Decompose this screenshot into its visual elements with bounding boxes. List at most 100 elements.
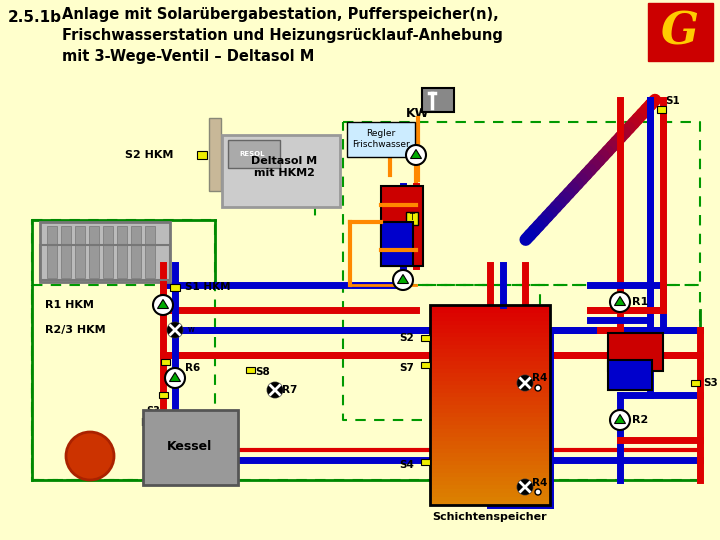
Bar — [430, 305, 550, 310]
Bar — [430, 425, 550, 430]
Bar — [246, 367, 254, 373]
Text: 2.5.1b: 2.5.1b — [8, 10, 62, 25]
Bar — [117, 226, 127, 278]
Bar — [430, 325, 550, 330]
Polygon shape — [169, 373, 181, 381]
Circle shape — [406, 145, 426, 165]
Circle shape — [535, 385, 541, 391]
Bar — [430, 345, 550, 350]
Bar — [608, 333, 663, 371]
Circle shape — [518, 376, 532, 390]
Bar — [430, 377, 550, 382]
Text: R2/3 HKM: R2/3 HKM — [45, 325, 106, 335]
Bar — [430, 481, 550, 486]
Text: R7: R7 — [282, 385, 297, 395]
Text: R1 HKM: R1 HKM — [45, 300, 94, 310]
Bar — [40, 245, 170, 280]
Bar — [430, 361, 550, 366]
Bar — [170, 284, 180, 291]
Bar — [430, 405, 550, 410]
Polygon shape — [614, 415, 626, 423]
Bar — [209, 118, 221, 191]
Bar — [430, 445, 550, 450]
Text: R1: R1 — [632, 297, 648, 307]
Text: KW: KW — [406, 107, 430, 120]
Bar — [420, 335, 430, 341]
Bar — [222, 135, 340, 207]
Bar — [690, 380, 700, 386]
Text: Deltasol M
mit HKM2: Deltasol M mit HKM2 — [251, 156, 317, 178]
Bar — [430, 469, 550, 474]
Bar — [143, 410, 238, 485]
Circle shape — [393, 270, 413, 290]
Bar — [103, 226, 113, 278]
Polygon shape — [397, 274, 408, 284]
Polygon shape — [614, 296, 626, 306]
Bar — [145, 226, 155, 278]
Bar — [608, 360, 652, 390]
Bar — [430, 437, 550, 442]
Text: S3: S3 — [703, 378, 718, 388]
Bar — [381, 222, 413, 266]
Text: R2: R2 — [632, 415, 648, 425]
Bar — [430, 309, 550, 314]
Bar — [430, 441, 550, 446]
Bar — [131, 226, 141, 278]
Text: Schichtenspeicher: Schichtenspeicher — [433, 512, 547, 522]
Bar — [430, 489, 550, 494]
Bar — [430, 393, 550, 398]
Text: S8: S8 — [255, 367, 270, 377]
Text: S4: S4 — [399, 460, 414, 470]
Bar — [381, 186, 423, 266]
Bar — [422, 88, 454, 112]
Bar — [197, 151, 207, 159]
Text: R4: R4 — [532, 373, 547, 383]
Circle shape — [610, 292, 630, 312]
Bar — [430, 497, 550, 502]
Bar — [430, 349, 550, 354]
Bar — [648, 3, 713, 61]
Bar — [430, 329, 550, 334]
Bar — [430, 433, 550, 438]
Text: w: w — [188, 326, 195, 334]
Bar — [61, 226, 71, 278]
Bar — [430, 409, 550, 414]
Bar — [430, 465, 550, 470]
Bar — [406, 212, 418, 225]
Text: R4: R4 — [532, 478, 547, 488]
Bar — [430, 337, 550, 342]
Text: Regler
Frischwasser: Regler Frischwasser — [352, 129, 410, 149]
Text: G: G — [661, 10, 699, 53]
Bar — [430, 457, 550, 462]
Bar — [430, 381, 550, 386]
Bar — [430, 401, 550, 406]
Bar — [430, 373, 550, 378]
Bar — [430, 493, 550, 498]
Text: R6: R6 — [185, 363, 200, 373]
Bar — [430, 365, 550, 370]
Circle shape — [268, 383, 282, 397]
Circle shape — [66, 432, 114, 480]
Text: S1 HKM: S1 HKM — [185, 282, 230, 292]
Bar — [430, 317, 550, 322]
Bar — [89, 226, 99, 278]
Circle shape — [610, 410, 630, 430]
Bar — [347, 122, 415, 157]
Bar — [430, 321, 550, 326]
Bar — [430, 417, 550, 422]
Bar — [430, 449, 550, 454]
Polygon shape — [158, 300, 168, 308]
Bar — [430, 397, 550, 402]
Circle shape — [153, 295, 173, 315]
Bar — [420, 362, 430, 368]
Bar — [430, 429, 550, 434]
Circle shape — [535, 489, 541, 495]
Bar — [161, 359, 169, 365]
Bar — [430, 369, 550, 374]
Bar — [430, 313, 550, 318]
Text: Kessel: Kessel — [167, 441, 212, 454]
Bar — [430, 485, 550, 490]
Bar — [430, 477, 550, 482]
Bar — [430, 413, 550, 418]
Text: S2: S2 — [400, 333, 414, 343]
